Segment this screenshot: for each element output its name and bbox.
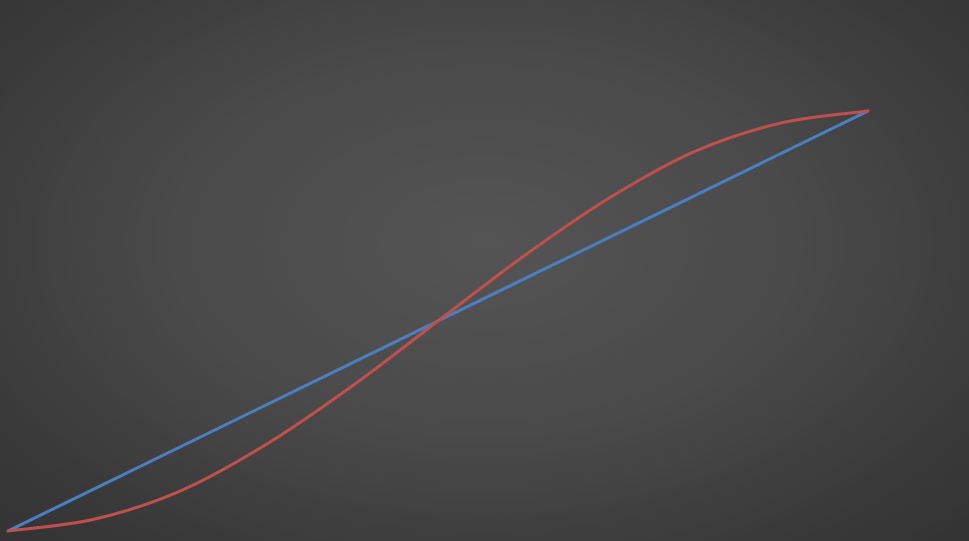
series-line-red [6, 109, 870, 533]
